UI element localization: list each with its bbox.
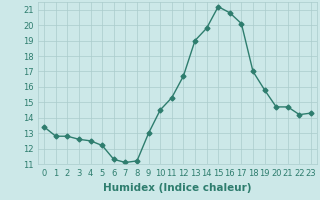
X-axis label: Humidex (Indice chaleur): Humidex (Indice chaleur) bbox=[103, 183, 252, 193]
